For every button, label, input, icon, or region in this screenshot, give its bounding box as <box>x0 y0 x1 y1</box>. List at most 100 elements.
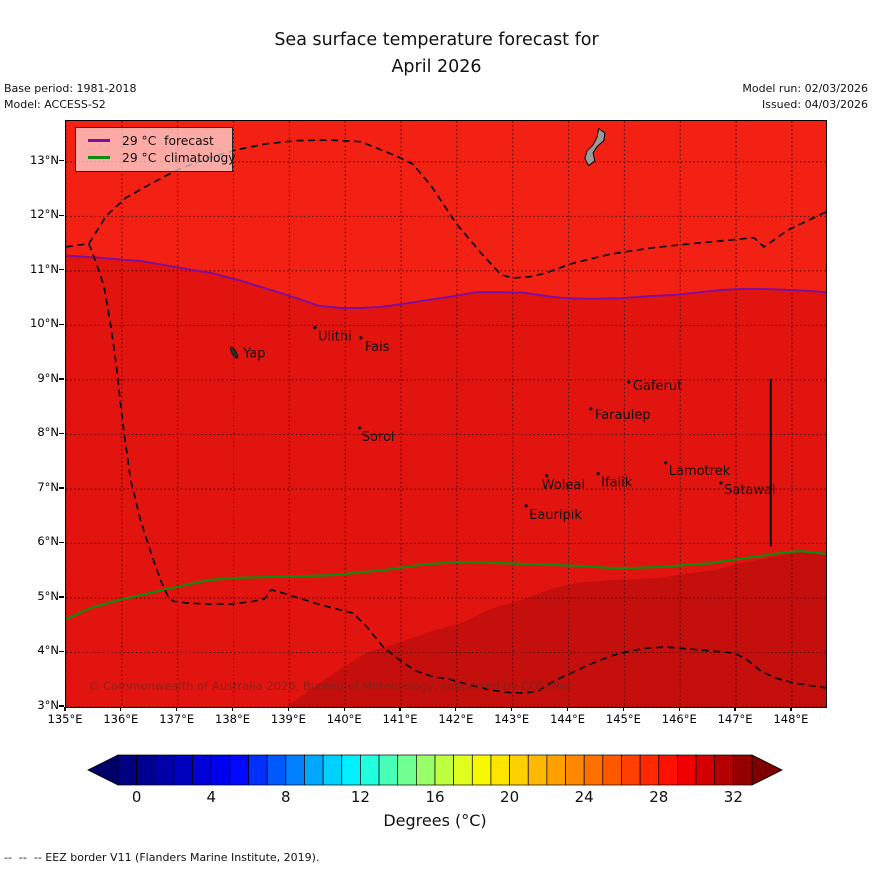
colorbar-tick-4: 4 <box>206 788 216 806</box>
atoll-dot-lamotrek <box>664 461 668 465</box>
x-axis-label-138°E: 138°E <box>215 712 250 726</box>
x-axis-label-136°E: 136°E <box>103 712 139 726</box>
island-marker-yap <box>230 346 239 359</box>
colorbar-tick-24: 24 <box>574 788 594 806</box>
y-tick <box>59 487 64 489</box>
y-tick <box>59 705 64 707</box>
colorbar-cell <box>266 754 287 786</box>
y-axis-label-9°N: 9°N <box>37 370 59 385</box>
x-axis-label-146°E: 146°E <box>661 712 697 726</box>
colorbar <box>87 754 783 786</box>
eez-north-dashed-line <box>66 139 826 279</box>
y-axis-label-12°N: 12°N <box>30 207 59 222</box>
y-tick <box>59 650 64 653</box>
x-axis-label-139°E: 139°E <box>270 712 306 726</box>
place-label-eauripik: Eauripik <box>529 508 582 523</box>
colorbar-tick-20: 20 <box>500 788 520 806</box>
colorbar-tick-16: 16 <box>425 788 445 806</box>
x-tick <box>566 707 569 711</box>
map-legend: 29 °C forecast 29 °C climatology <box>75 127 236 172</box>
place-label-yap: Yap <box>242 347 265 362</box>
colorbar-cell <box>733 754 753 786</box>
x-axis-label-135°E: 135°E <box>47 712 83 726</box>
colorbar-cell <box>229 754 249 786</box>
legend-climatology-label: 29 °C climatology <box>122 150 236 165</box>
place-label-lamotrek: Lamotrek <box>669 464 731 479</box>
atoll-dot-ulithi <box>313 325 317 330</box>
y-tick <box>59 323 64 325</box>
colorbar-cell <box>621 754 641 786</box>
x-tick <box>343 707 345 711</box>
y-axis-label-4°N: 4°N <box>37 643 59 658</box>
x-axis-label-140°E: 140°E <box>326 712 362 726</box>
y-tick <box>59 541 64 544</box>
model-run-text: Model run: 02/03/2026 <box>742 82 868 95</box>
x-axis-label-141°E: 141°E <box>382 712 418 726</box>
colorbar-cell <box>639 754 660 786</box>
legend-row-climatology: 29 °C climatology <box>76 149 236 166</box>
place-label-satawal: Satawal <box>724 483 776 498</box>
x-tick <box>790 707 792 711</box>
y-tick <box>59 269 64 271</box>
y-axis-label-8°N: 8°N <box>37 425 59 440</box>
colorbar-cell <box>546 754 566 786</box>
atoll-dot-woleai <box>545 474 549 478</box>
x-axis-label-144°E: 144°E <box>550 712 586 726</box>
colorbar-cell <box>322 754 343 786</box>
colorbar-cell <box>527 754 548 786</box>
title-line-2: April 2026 <box>391 57 482 77</box>
y-axis-label-10°N: 10°N <box>30 316 59 331</box>
atoll-dot-faraulep <box>589 407 593 411</box>
place-label-sorol: Sorol <box>362 430 395 445</box>
x-axis-label-142°E: 142°E <box>438 712 474 726</box>
colorbar-cell <box>360 754 380 786</box>
forecast-line-swatch <box>88 138 110 143</box>
y-axis-label-6°N: 6°N <box>37 534 59 549</box>
x-tick <box>455 707 457 711</box>
x-tick <box>64 707 66 711</box>
colorbar-cell <box>677 754 697 786</box>
colorbar-cell <box>714 754 734 786</box>
y-axis-label-11°N: 11°N <box>30 261 59 276</box>
colorbar-cell <box>509 754 529 786</box>
colorbar-tick-28: 28 <box>649 788 669 806</box>
y-tick <box>59 378 64 380</box>
footer-eez-note: -- -- -- EEZ border V11 (Flanders Marine… <box>4 851 320 864</box>
map-plot-area: Yap Ulithi Fais Sorol Gaferut Faraulep Woleai I… <box>65 120 827 708</box>
y-tick <box>59 596 64 598</box>
x-axis-label-147°E: 147°E <box>717 712 753 726</box>
y-axis-label-13°N: 13°N <box>30 152 59 167</box>
atoll-dot-sorol <box>358 426 362 430</box>
colorbar-cell <box>416 754 436 786</box>
y-tick <box>59 214 64 216</box>
issued-text: Issued: 04/03/2026 <box>761 98 868 111</box>
colorbar-cell <box>695 754 716 786</box>
climatology-line-swatch <box>88 155 110 160</box>
atoll-dot-satawal <box>719 481 723 485</box>
colorbar-cell <box>173 754 193 786</box>
colorbar-cell <box>304 754 324 786</box>
page-title: Sea surface temperature forecast for Apr… <box>0 27 873 81</box>
colorbar-cell <box>434 754 454 786</box>
x-axis-label-148°E: 148°E <box>773 712 809 726</box>
x-tick <box>287 707 289 711</box>
place-label-fais: Fais <box>365 340 390 355</box>
x-tick <box>176 707 178 711</box>
y-tick <box>59 432 64 435</box>
guam-island <box>584 127 606 167</box>
atoll-dot-ifalik <box>596 471 600 476</box>
sst-light-band <box>66 121 826 308</box>
colorbar-cell <box>154 754 175 786</box>
y-axis-label-3°N: 3°N <box>37 698 59 712</box>
x-tick <box>511 707 513 711</box>
colorbar-cell <box>453 754 473 786</box>
colorbar-cell <box>583 754 604 786</box>
place-label-woleai: Woleai <box>542 478 585 493</box>
colorbar-cell <box>565 754 585 786</box>
colorbar-cell <box>397 754 417 786</box>
colorbar-tick-8: 8 <box>281 788 291 806</box>
x-tick <box>678 707 680 711</box>
eez-west-south-dashed-line <box>88 243 826 694</box>
atoll-dot-eauripik <box>524 504 528 508</box>
colorbar-cell <box>248 754 268 786</box>
